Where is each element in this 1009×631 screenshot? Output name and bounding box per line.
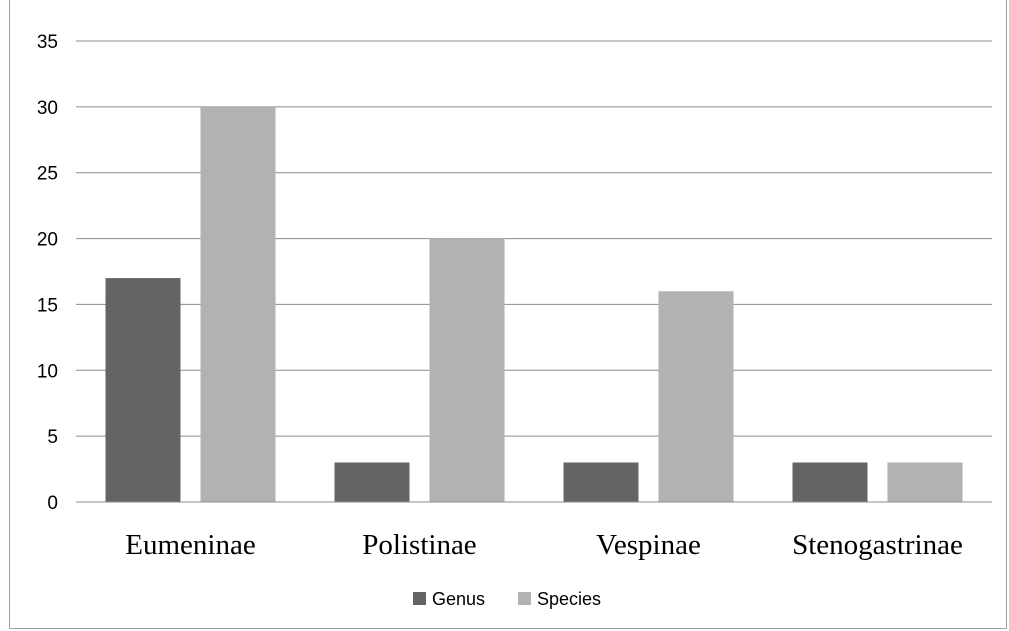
- y-tick-label: 30: [37, 98, 58, 119]
- y-tick-label: 20: [37, 230, 58, 251]
- bar-genus-vespinae: [563, 462, 639, 502]
- y-axis-ticks: 0 5 10 15 20 25 30 35: [37, 32, 58, 514]
- legend-label-genus: Genus: [432, 589, 485, 609]
- y-tick-label: 5: [47, 427, 58, 448]
- bar-genus-stenogastrinae: [792, 462, 868, 502]
- y-tick-label: 15: [37, 295, 58, 316]
- x-category-label: Stenogastrinae: [792, 529, 963, 561]
- legend-swatch-genus: [413, 592, 426, 605]
- legend-label-species: Species: [537, 589, 601, 609]
- bar-genus-eumeninae: [105, 278, 181, 502]
- legend-swatch-species: [518, 592, 531, 605]
- legend: Genus Species: [413, 589, 601, 609]
- bar-species-eumeninae: [200, 106, 276, 502]
- y-tick-label: 10: [37, 361, 58, 382]
- x-category-label: Vespinae: [596, 529, 701, 561]
- x-category-label: Polistinae: [362, 529, 476, 561]
- y-tick-label: 35: [37, 32, 58, 53]
- y-tick-label: 0: [47, 493, 58, 514]
- bars: [105, 106, 963, 503]
- x-category-label: Eumeninae: [125, 529, 255, 561]
- bar-genus-polistinae: [334, 462, 410, 502]
- bar-species-polistinae: [429, 238, 505, 503]
- bar-species-vespinae: [658, 291, 734, 502]
- x-axis-labels: Eumeninae Polistinae Vespinae Stenogastrina…: [125, 529, 963, 561]
- bar-species-stenogastrinae: [887, 462, 963, 502]
- y-tick-label: 25: [37, 164, 58, 185]
